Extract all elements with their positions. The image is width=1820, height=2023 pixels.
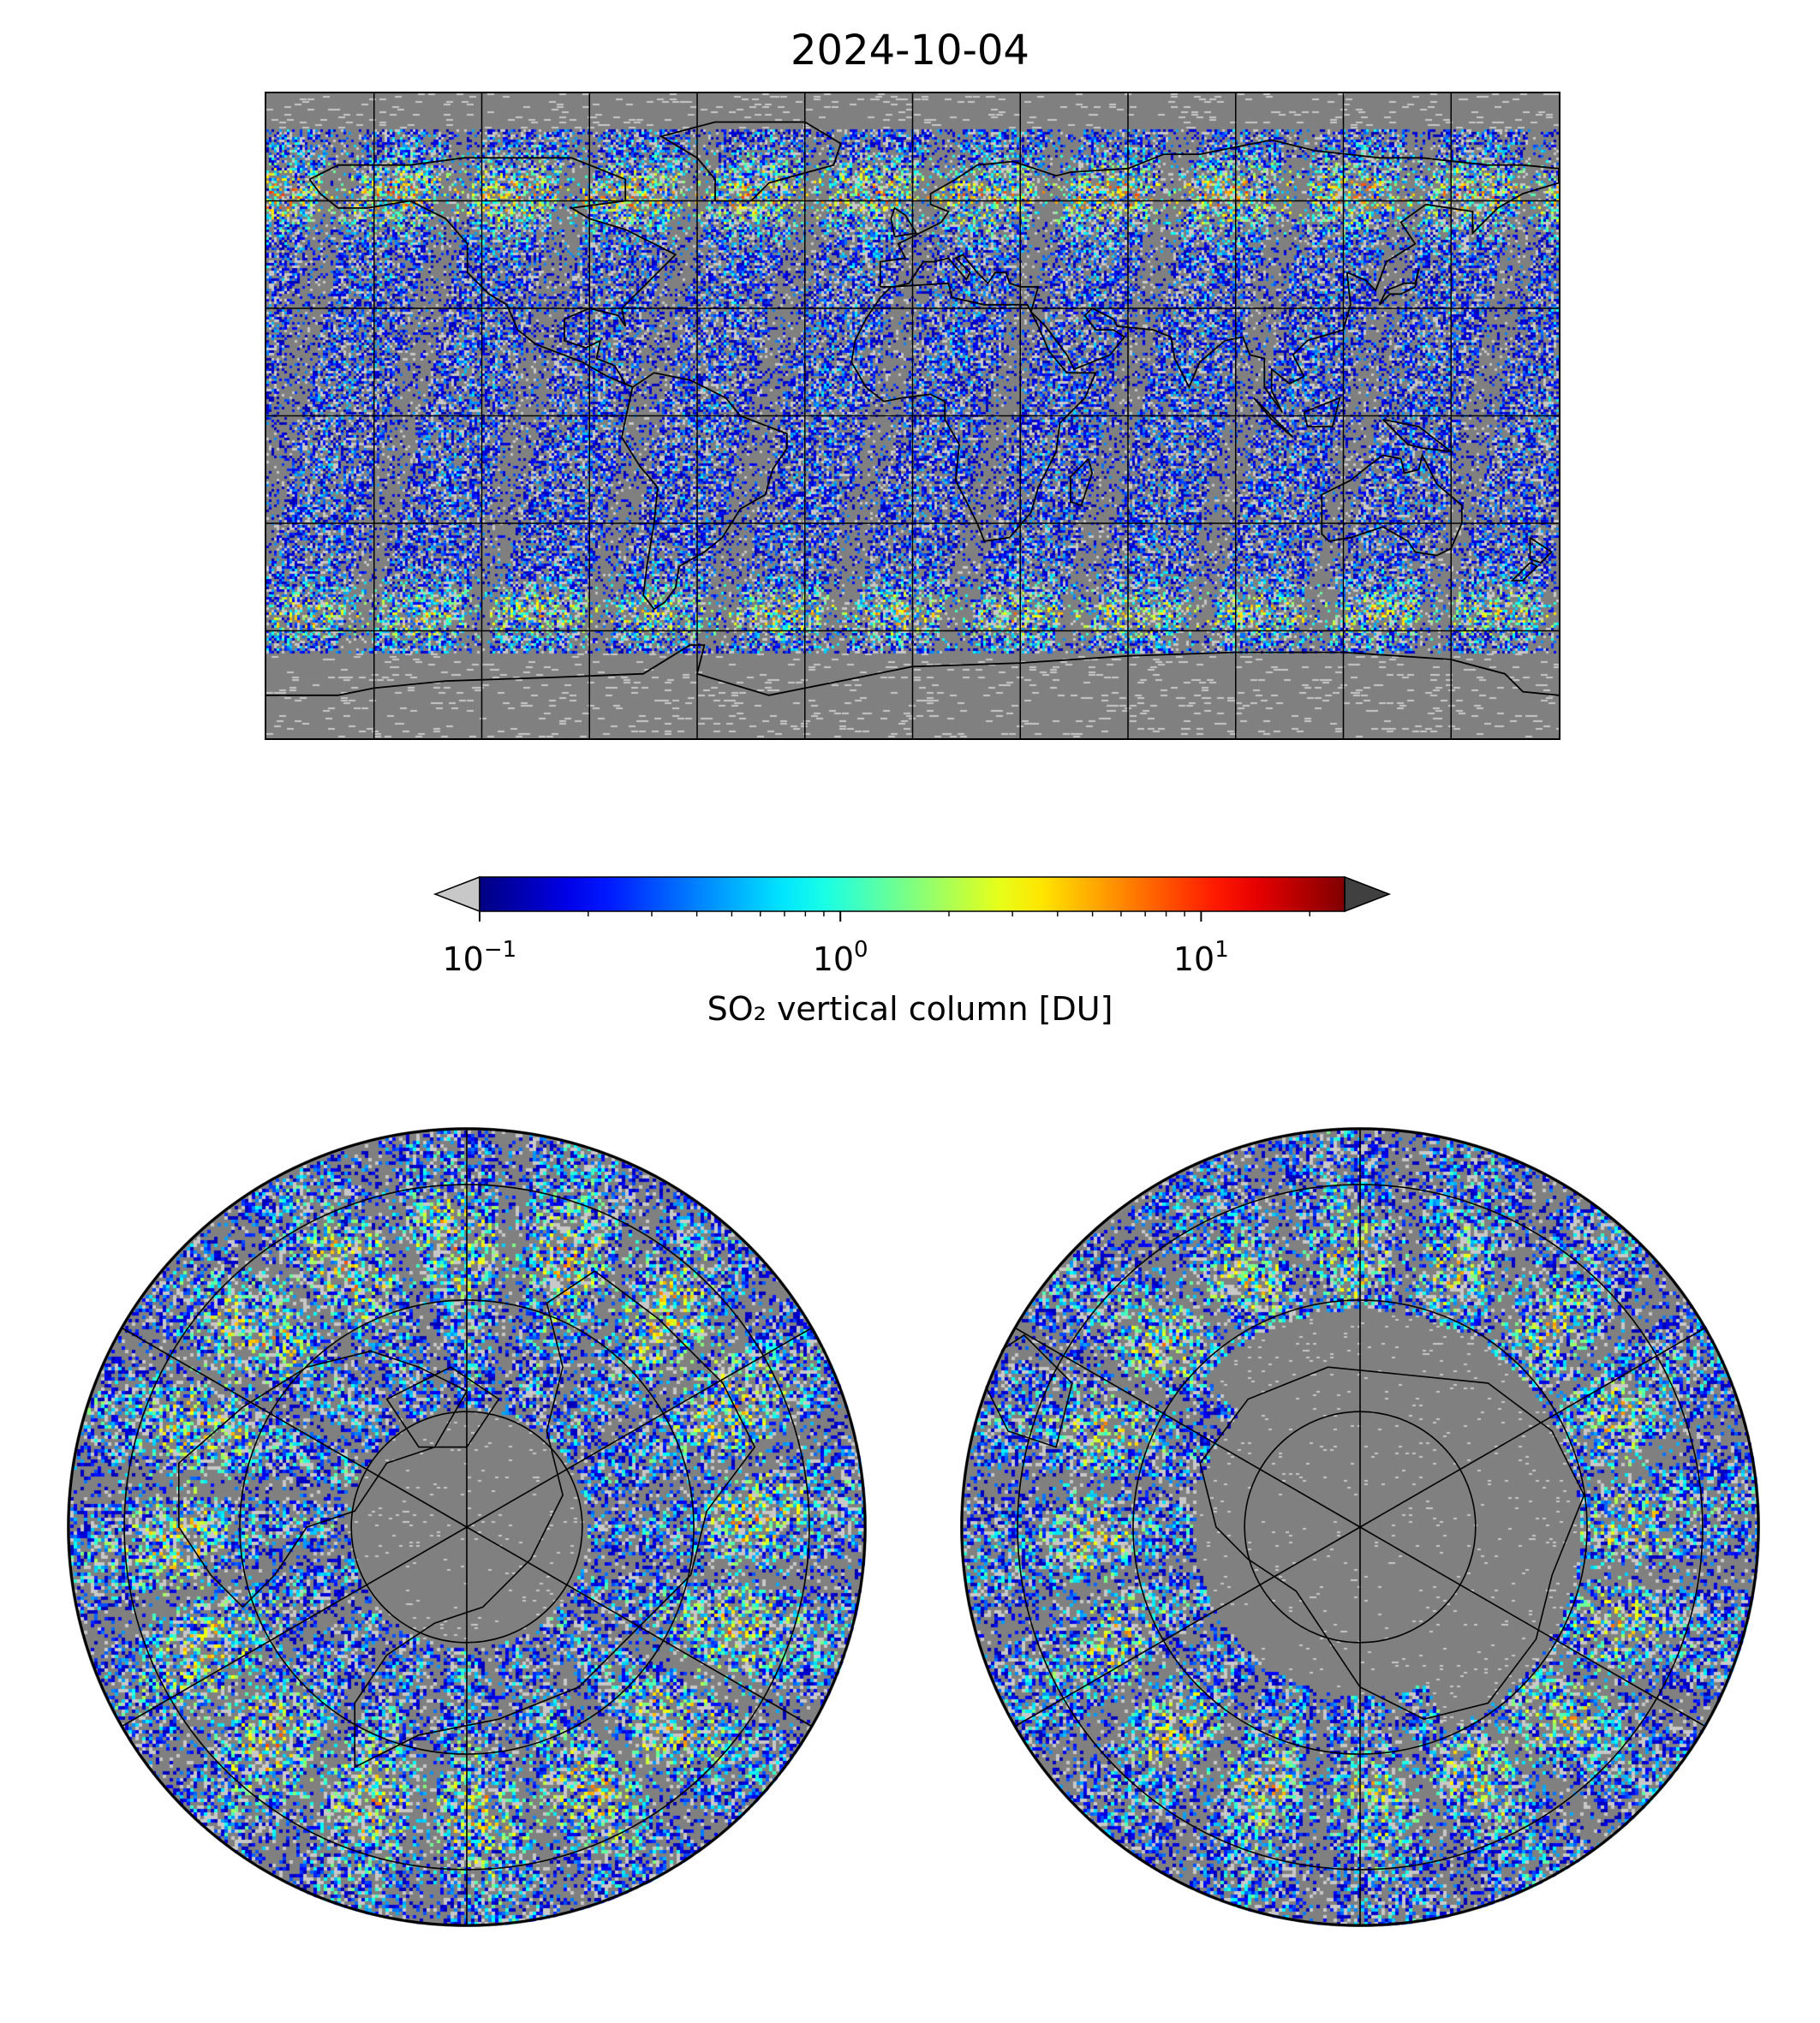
coastline xyxy=(621,372,788,611)
meridian-line xyxy=(1014,1327,1361,1528)
meridian-line xyxy=(1359,1526,1706,1728)
meridian-line xyxy=(1359,1327,1706,1528)
coastline xyxy=(879,139,1559,413)
coastline xyxy=(850,282,1097,542)
coastline xyxy=(1381,418,1454,453)
coastline xyxy=(354,1270,756,1769)
colorbar-over-extension xyxy=(1344,875,1392,913)
coastline xyxy=(890,206,918,238)
coastline xyxy=(266,644,1559,696)
meridian-line xyxy=(466,1327,813,1528)
global-map-overlay xyxy=(266,93,1559,738)
meridian-line xyxy=(121,1526,468,1728)
map-boundary xyxy=(960,1127,1760,1927)
colorbar-under-extension xyxy=(433,875,480,913)
colorbar-tick-label: 100 xyxy=(812,937,868,978)
coastline xyxy=(975,1334,1073,1448)
south-polar-map xyxy=(960,1127,1760,1927)
meridian-line xyxy=(121,1327,468,1528)
map-boundary xyxy=(67,1127,867,1927)
coastline xyxy=(1378,268,1420,306)
colorbar-tick-label: 10−1 xyxy=(442,937,517,978)
global-so2-map xyxy=(265,92,1560,740)
coastline xyxy=(385,1366,500,1448)
south-polar-overlay xyxy=(960,1127,1760,1927)
coastline xyxy=(1510,562,1539,582)
coastline xyxy=(1253,397,1294,439)
coastline xyxy=(659,121,842,202)
north-polar-map xyxy=(67,1127,867,1927)
coastline xyxy=(1321,452,1463,557)
colorbar-graphic xyxy=(433,875,1392,922)
north-polar-overlay xyxy=(67,1127,867,1927)
colorbar-label: SO₂ vertical column [DU] xyxy=(707,990,1113,1028)
coastline xyxy=(1199,1366,1585,1721)
colorbar-tick-label: 101 xyxy=(1173,937,1229,978)
coastline xyxy=(1070,458,1094,507)
page-title: 2024-10-04 xyxy=(791,27,1029,75)
colorbar-gradient xyxy=(480,877,1345,911)
coastline xyxy=(1303,397,1341,427)
meridian-line xyxy=(1014,1526,1361,1728)
coastline xyxy=(308,157,677,388)
colorbar xyxy=(428,874,1396,922)
coastline xyxy=(1529,536,1554,564)
coastline xyxy=(178,1350,468,1608)
colorbar-frame xyxy=(479,876,1346,912)
